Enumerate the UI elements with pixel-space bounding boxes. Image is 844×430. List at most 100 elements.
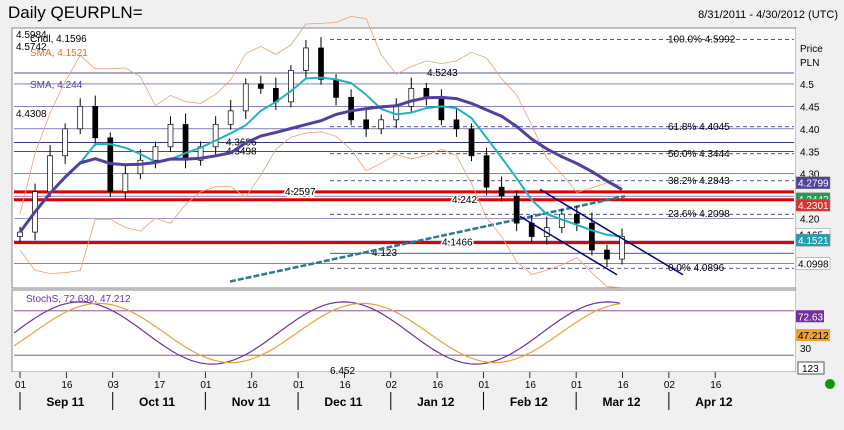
candle <box>408 88 415 107</box>
candle <box>318 47 324 80</box>
left-price-label: 4.5742 <box>16 42 47 53</box>
level-label: 4.242 <box>452 195 477 206</box>
price-badge <box>795 176 831 189</box>
candle <box>227 110 234 125</box>
price-badge <box>795 257 831 270</box>
bollinger-upper <box>19 15 623 215</box>
time-day-label: 16 <box>710 380 722 391</box>
time-day-label: 03 <box>108 380 120 391</box>
fib-label: 38.2% 4.2843 <box>668 176 730 187</box>
level-label: 4.3696 <box>226 137 257 148</box>
candle <box>423 88 430 98</box>
candle <box>604 249 610 260</box>
candle <box>257 83 264 89</box>
fib-label: 0.0% 4.0896 <box>668 263 725 274</box>
candle <box>92 106 99 139</box>
candle <box>17 231 23 237</box>
legend-entry: SMA, 4.244 <box>30 80 83 91</box>
candle <box>122 173 129 193</box>
price-tick-label: 4.35 <box>800 147 820 158</box>
time-day-label: 16 <box>525 380 537 391</box>
left-price-label: 4.5984 <box>16 30 47 41</box>
fib-label: 100.0% 4.5992 <box>668 34 736 45</box>
stoch-d-badge <box>796 329 830 342</box>
month-label: Nov 11 <box>232 395 271 409</box>
fib-label: 61.8% 4.4045 <box>668 122 730 133</box>
candle <box>363 119 369 130</box>
sma-long-line <box>18 95 623 233</box>
left-price-label: 4.4308 <box>16 109 47 120</box>
candle <box>77 106 84 130</box>
month-label: Feb 12 <box>510 395 548 409</box>
stoch-d-line <box>13 302 621 364</box>
time-day-label: 16 <box>432 380 444 391</box>
month-label: Dec 11 <box>324 395 362 409</box>
stoch-tick-label: 30 <box>800 344 812 355</box>
bollinger-lower <box>19 131 623 289</box>
price-badge-label: 4.2301 <box>798 201 829 212</box>
date-range: 8/31/2011 - 4/30/2012 (UTC) <box>698 9 838 21</box>
time-day-label: 01 <box>293 380 305 391</box>
trendline <box>229 194 626 283</box>
chart-title: Daily QEURPLN= <box>8 3 143 22</box>
time-day-label: 16 <box>339 380 351 391</box>
legend-entry: Cndl, 4.1596 <box>30 34 87 45</box>
stoch-d-badge-label: 47.212 <box>798 331 829 342</box>
month-label: Mar 12 <box>603 395 641 409</box>
fib-label: 50.0% 4.3444 <box>668 149 730 160</box>
candle <box>288 70 294 103</box>
sma-short-line <box>19 76 623 238</box>
time-day-label: 17 <box>154 380 166 391</box>
time-day-label: 01 <box>15 380 27 391</box>
candle <box>438 97 445 121</box>
candle <box>513 195 520 224</box>
fib-label: 23.6% 4.2098 <box>668 209 730 220</box>
stoch-k-line <box>13 301 621 365</box>
stoch-annotation: 6.452 <box>330 366 355 377</box>
candle <box>303 47 309 71</box>
time-day-label: 02 <box>386 380 398 391</box>
level-label: 4.123 <box>372 248 397 259</box>
candle <box>498 186 505 197</box>
candle <box>573 213 580 224</box>
month-label: Jan 12 <box>417 395 455 409</box>
legend-entry: SMA, 4.1521 <box>30 48 88 59</box>
price-badge <box>795 198 831 212</box>
price-tick-label: 4.45 <box>800 102 820 113</box>
candle <box>62 128 69 157</box>
candle <box>47 155 53 193</box>
status-indicator-icon[interactable] <box>825 379 835 389</box>
channel-upper <box>539 188 684 276</box>
price-tick-label: 4.5 <box>800 80 814 91</box>
price-badge-label: 4.0998 <box>798 260 829 271</box>
price-badge-label: 4.2799 <box>798 179 829 190</box>
time-day-label: 16 <box>618 380 630 391</box>
price-badge <box>795 233 831 247</box>
price-badge-label: 4.1521 <box>798 236 829 247</box>
candle <box>453 119 460 130</box>
candle <box>333 79 339 98</box>
candle <box>242 83 249 112</box>
bars-count-badge <box>797 361 825 375</box>
time-day-label: 01 <box>478 380 490 391</box>
time-axis <box>12 372 796 426</box>
candle <box>348 97 354 121</box>
candle <box>589 222 595 251</box>
month-label: Sep 11 <box>46 395 84 409</box>
price-axis-unit: PLN <box>800 58 819 69</box>
candle <box>468 128 475 157</box>
candle <box>378 119 385 130</box>
time-day-label: 01 <box>200 380 212 391</box>
stoch-k-badge <box>796 310 824 323</box>
time-day-label: 16 <box>247 380 259 391</box>
channel-lower <box>519 215 618 276</box>
level-label: 4.5243 <box>427 68 458 79</box>
candle <box>167 123 174 148</box>
stoch-title: StochS, 72.630, 47.212 <box>26 294 131 305</box>
level-label: 4.2597 <box>285 187 316 198</box>
candle <box>137 159 144 175</box>
candle <box>483 155 490 188</box>
stoch-k-badge-label: 72.63 <box>798 312 823 323</box>
time-day-label: 16 <box>61 380 73 391</box>
